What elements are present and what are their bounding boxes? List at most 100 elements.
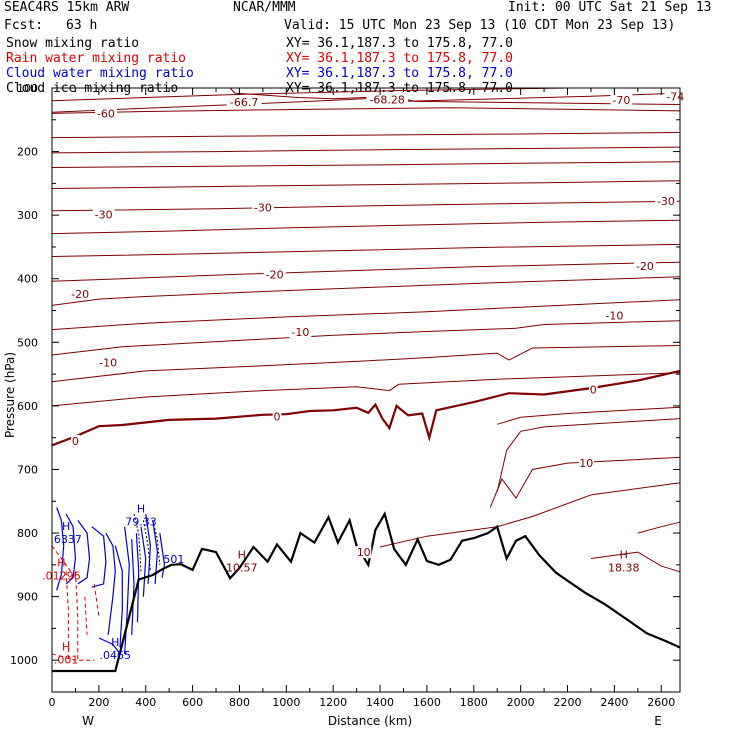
contour-label: -68.28 [369, 93, 404, 106]
extremum-value: .01296 [42, 569, 81, 582]
contour-label: -10 [291, 326, 309, 339]
temperature-contour [51, 219, 681, 235]
contour-label-bg [289, 326, 312, 339]
y-tick-label: 500 [17, 336, 38, 349]
x-tick-label: 2600 [647, 696, 675, 709]
x-tick-label: 2200 [554, 696, 582, 709]
temperature-contour [51, 161, 681, 168]
x-tick-label: 400 [135, 696, 156, 709]
y-tick-label: 800 [17, 527, 38, 540]
contour-label: -20 [71, 288, 89, 301]
contour-label: -20 [266, 268, 284, 281]
legend-rain-name: Rain water mixing ratio [6, 51, 187, 66]
rain-contour [65, 571, 69, 661]
contour-label-bg [655, 195, 677, 208]
legend-snow-xy: XY= 36.1,187.3 to 175.8, 77.0 [286, 36, 513, 51]
y-tick-label: 400 [17, 273, 38, 286]
temperature-contour [51, 276, 681, 306]
valid-time: Valid: 15 UTC Mon 23 Sep 13 (10 CDT Mon … [284, 18, 676, 33]
temperature-contour [51, 132, 681, 139]
legend-rain-xy: XY= 36.1,187.3 to 175.8, 77.0 [286, 51, 513, 66]
y-tick-label: 300 [17, 209, 38, 222]
contour-label-bg [578, 457, 594, 470]
contour-label: -30 [657, 195, 675, 208]
rain-contour [51, 545, 72, 572]
extremum-marker: H [111, 636, 119, 649]
y-axis-label: Pressure (hPa) [3, 352, 17, 438]
rain-contours [51, 545, 100, 661]
extrema-labels: H79.33H.6337H.01296H.001H.0465H10.57H18.… [42, 502, 639, 666]
cloud-water-contour [131, 539, 135, 635]
axes: 0 200 400 600 800 1000 1200 1400 1600 1800 2000 220… [10, 82, 680, 709]
rain-contour [74, 571, 79, 661]
contour-label-bg [610, 94, 633, 107]
cloud-water-contour [77, 519, 91, 585]
x-tick-label: 1600 [413, 696, 441, 709]
y-tick-label: 700 [17, 463, 38, 476]
contour-label-bg [366, 93, 408, 106]
temperature-contour [637, 521, 681, 534]
temperature-contour [590, 551, 681, 573]
cloud-water-contour [65, 513, 77, 585]
x-axis-label: Distance (km) [328, 714, 412, 728]
temperature-contour [51, 345, 681, 383]
y-tick-label: 900 [17, 591, 38, 604]
cloud-water-contour [98, 637, 121, 655]
temperature-contour [496, 418, 681, 492]
x-tick-label: 600 [182, 696, 203, 709]
contour-label: -30 [254, 202, 272, 215]
temperature-contour [51, 261, 681, 282]
x-tick-label: 1800 [460, 696, 488, 709]
extremum-marker: H [57, 556, 65, 569]
cloud-water-contour [135, 533, 140, 623]
temperature-contour [51, 146, 681, 154]
center-name: NCAR/MMM [233, 0, 296, 15]
snow-contour [133, 513, 142, 572]
cloud-water-contour [159, 533, 166, 578]
extremum-value: 79.33 [125, 515, 157, 528]
contour-label: 10 [357, 546, 371, 559]
extremum-marker: H [62, 640, 70, 653]
extremum-value: .001 [54, 653, 79, 666]
contour-label-bg [634, 260, 656, 272]
contour-label-bg [263, 268, 286, 281]
snow-contour [152, 520, 161, 565]
contour-label: 10 [579, 457, 593, 470]
cloud-water-contour [56, 507, 65, 591]
temperature-contour [379, 482, 681, 548]
x-tick-label: 1200 [319, 696, 347, 709]
temperature-contours [51, 87, 681, 573]
temperature-contour [51, 200, 681, 212]
temperature-contour [51, 372, 681, 407]
temperature-contour [51, 180, 681, 189]
contour-label: 0 [72, 435, 79, 448]
cloud-water-contour [140, 526, 147, 597]
temperature-contour [51, 243, 681, 257]
y-tick-label: 200 [17, 146, 38, 159]
contour-label-bg [71, 434, 80, 447]
extremum-marker: H [620, 549, 628, 562]
temperature-contour [497, 406, 681, 425]
cloud-water-contour [124, 526, 130, 654]
contour-label: -74 [666, 90, 684, 103]
terrain-surface-line [52, 511, 681, 673]
contour-labels: -74 -70 -66.7 -68.28 -60 -30 -30 -30 -20 -20 -20 -1… [69, 90, 687, 559]
contour-label: -10 [605, 310, 623, 323]
x-tick-label: 0 [49, 696, 56, 709]
extremum-marker: H [137, 502, 145, 515]
extremum-marker: H [238, 549, 246, 562]
contour-label-bg [252, 201, 274, 214]
x-tick-label: 1000 [272, 696, 300, 709]
zero-isotherm [51, 369, 681, 447]
contour-label: -60 [97, 107, 115, 120]
x-tick-label: 2400 [600, 696, 628, 709]
contour-label: -30 [95, 209, 113, 222]
contour-label-bg [272, 410, 282, 423]
contour-label-bg [589, 383, 598, 396]
x-right-end-label: E [654, 714, 662, 728]
rain-contour [51, 653, 95, 661]
zero-isotherm-line [51, 369, 681, 447]
temperature-contour [51, 320, 681, 356]
contour-label: 0 [274, 411, 281, 424]
